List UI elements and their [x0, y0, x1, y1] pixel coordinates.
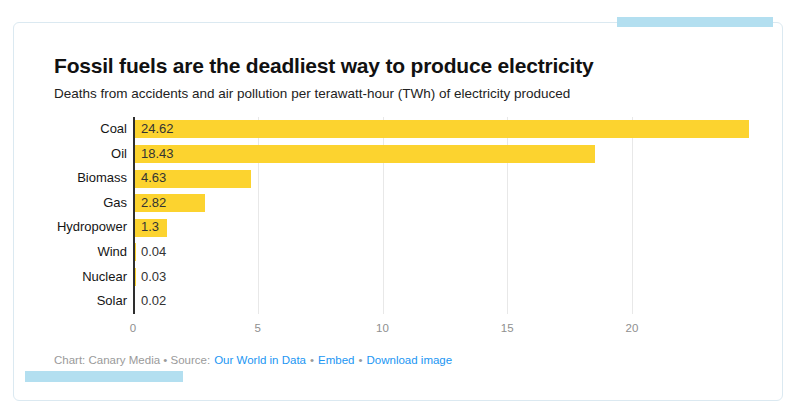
- bar-value-label: 1.3: [141, 215, 159, 240]
- bar-chart: CoalOilBiomassGasHydropowerWindNuclearSo…: [14, 117, 782, 349]
- embed-link[interactable]: Embed: [318, 354, 354, 366]
- source-link[interactable]: Our World in Data: [214, 354, 306, 366]
- category-label: Hydropower: [14, 215, 127, 240]
- separator-dot: •: [310, 354, 314, 366]
- x-axis-tick-label: 15: [487, 322, 527, 334]
- attribution: Chart: Canary Media • Source: Our World i…: [54, 354, 752, 366]
- category-label: Nuclear: [14, 265, 127, 290]
- bar-value-label: 0.03: [141, 265, 166, 290]
- gridline: [632, 117, 633, 314]
- category-label: Coal: [14, 117, 127, 142]
- bar-value-label: 18.43: [141, 142, 174, 167]
- bar-nuclear: [135, 268, 136, 286]
- x-axis-tick-label: 0: [113, 322, 153, 334]
- download-image-link[interactable]: Download image: [366, 354, 452, 366]
- x-axis-tick-label: 20: [612, 322, 652, 334]
- separator-dot: •: [358, 354, 362, 366]
- chart-card: Fossil fuels are the deadliest way to pr…: [13, 22, 783, 401]
- bar-value-label: 0.04: [141, 240, 166, 265]
- x-axis-tick-label: 5: [238, 322, 278, 334]
- decorative-accent-bar-top: [617, 17, 773, 27]
- chart-subtitle: Deaths from accidents and air pollution …: [54, 86, 752, 101]
- bar-oil: [135, 145, 595, 163]
- bar-value-label: 4.63: [141, 166, 166, 191]
- x-axis-tick-label: 10: [363, 322, 403, 334]
- decorative-accent-bar-bottom: [25, 371, 183, 382]
- bar-wind: [135, 243, 136, 261]
- bar-coal: [135, 120, 749, 138]
- bar-value-label: 2.82: [141, 191, 166, 216]
- chart-title: Fossil fuels are the deadliest way to pr…: [54, 54, 752, 78]
- x-axis-tick-labels: 05101520: [133, 322, 774, 337]
- category-labels: CoalOilBiomassGasHydropowerWindNuclearSo…: [14, 117, 127, 314]
- category-label: Oil: [14, 142, 127, 167]
- credit-text: Chart: Canary Media • Source:: [54, 354, 210, 366]
- category-label: Biomass: [14, 166, 127, 191]
- category-label: Gas: [14, 191, 127, 216]
- category-label: Wind: [14, 240, 127, 265]
- bar-value-label: 0.02: [141, 289, 166, 314]
- category-label: Solar: [14, 289, 127, 314]
- plot-area: 24.6218.434.632.821.30.040.030.02: [133, 117, 774, 314]
- bar-value-label: 24.62: [141, 117, 174, 142]
